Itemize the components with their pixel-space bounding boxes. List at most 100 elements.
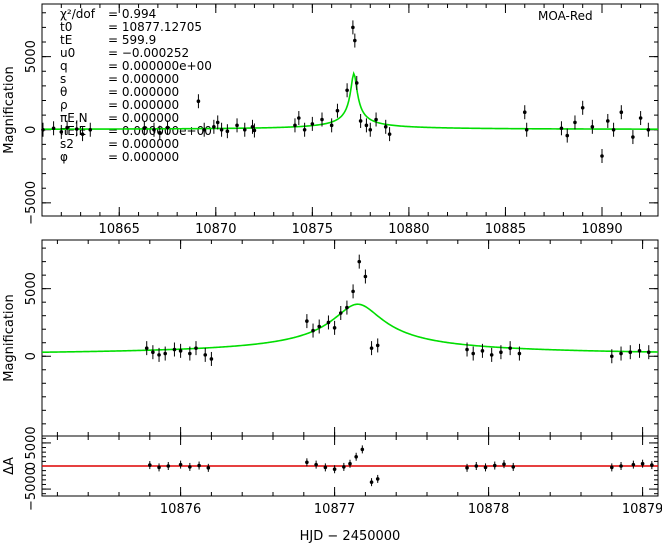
data-point: [329, 123, 334, 128]
x-tick-label: 10870: [195, 222, 236, 237]
data-point: [74, 127, 79, 131]
data-point: [517, 351, 522, 356]
data-point: [250, 125, 255, 129]
y-tick-label: 5000: [24, 40, 39, 73]
data-point: [383, 125, 388, 129]
data-point: [619, 351, 623, 356]
data-point: [354, 454, 358, 459]
data-point: [375, 343, 380, 348]
data-point: [51, 126, 56, 131]
data-point: [465, 466, 469, 470]
y-tick-label: −5000: [24, 467, 39, 511]
panel-middle: Magnification 0 5000: [2, 239, 659, 437]
data-point: [212, 125, 216, 129]
param-name: φ: [60, 150, 68, 164]
param-value: = −0.000252: [108, 46, 189, 60]
param-value: = 0.000000: [108, 111, 179, 125]
data-point: [188, 465, 192, 469]
data-point: [511, 465, 516, 469]
data-point: [172, 347, 177, 352]
data-point: [152, 127, 156, 132]
panel-top: MOA-Red Magnification χ²/dof = 0.994 t0 …: [2, 3, 659, 237]
data-point: [178, 349, 183, 353]
data-point: [209, 357, 214, 361]
data-point: [650, 463, 654, 467]
data-point: [353, 38, 357, 43]
data-point: [375, 477, 380, 481]
data-point: [474, 464, 479, 468]
data-point: [489, 353, 494, 357]
data-point: [640, 461, 645, 466]
data-point: [219, 127, 224, 132]
data-point: [323, 465, 328, 470]
param-name: t0: [60, 20, 72, 34]
param-name: ρ: [60, 98, 68, 112]
param-name: θ: [60, 85, 67, 99]
data-point: [565, 133, 570, 138]
panel-residual: ΔA HJD − 2450000 10876 10877 10878 10879 −50…: [2, 426, 662, 544]
data-point: [590, 125, 595, 129]
data-point: [88, 127, 93, 132]
panel-middle-ylabel: Magnification: [2, 294, 17, 382]
data-point: [142, 126, 147, 131]
data-point: [646, 127, 651, 132]
data-point: [235, 123, 239, 128]
data-point: [196, 99, 201, 104]
data-point: [465, 347, 469, 352]
data-point: [197, 463, 201, 468]
data-point: [320, 117, 324, 122]
x-tick-label: 10875: [292, 222, 333, 237]
data-point: [610, 354, 614, 359]
data-point: [357, 259, 362, 264]
data-point: [163, 351, 167, 356]
data-point: [148, 463, 152, 467]
data-point: [157, 465, 161, 470]
data-point: [178, 462, 183, 467]
data-point: [631, 462, 636, 467]
param-value: = 10877.12705: [108, 20, 202, 34]
data-point: [144, 346, 149, 350]
data-point: [293, 123, 297, 128]
data-point: [368, 127, 373, 132]
x-tick-label: 10876: [160, 502, 201, 517]
data-point: [364, 123, 369, 128]
param-value: = 0.994: [108, 7, 156, 21]
data-point: [310, 122, 315, 126]
y-tick-label: −5000: [24, 181, 39, 225]
x-tick-label: 10885: [485, 222, 526, 237]
data-point: [502, 462, 506, 466]
y-tick-label: 0: [24, 126, 39, 134]
data-point: [646, 350, 651, 354]
panel-top-ylabel: Magnification: [2, 66, 17, 154]
param-name: χ²/dof: [60, 7, 96, 21]
panel-middle-frame: [41, 239, 659, 437]
data-point: [157, 130, 162, 135]
param-value: = 599.9: [108, 33, 156, 47]
data-point: [631, 135, 635, 139]
x-axis-label: HJD − 2450000: [300, 529, 401, 544]
data-point: [605, 119, 610, 123]
data-point: [314, 462, 318, 467]
data-point: [374, 117, 378, 122]
data-point: [345, 88, 349, 93]
data-point: [335, 108, 340, 113]
data-point: [326, 320, 331, 325]
data-point: [492, 463, 497, 468]
data-point: [360, 447, 365, 452]
data-point: [302, 127, 307, 132]
data-point: [332, 326, 337, 330]
y-tick-label: 0: [24, 352, 39, 360]
data-point: [483, 465, 488, 470]
data-point: [65, 125, 69, 130]
param-name: s: [60, 72, 66, 86]
data-point: [522, 110, 527, 114]
data-point: [559, 126, 564, 131]
param-value: = 0.000000: [108, 150, 179, 164]
data-point: [215, 120, 220, 125]
data-point: [317, 324, 322, 329]
data-point: [619, 110, 624, 114]
y-tick-label: 5000: [24, 426, 39, 459]
param-name: u0: [60, 46, 75, 60]
data-point: [387, 132, 392, 136]
